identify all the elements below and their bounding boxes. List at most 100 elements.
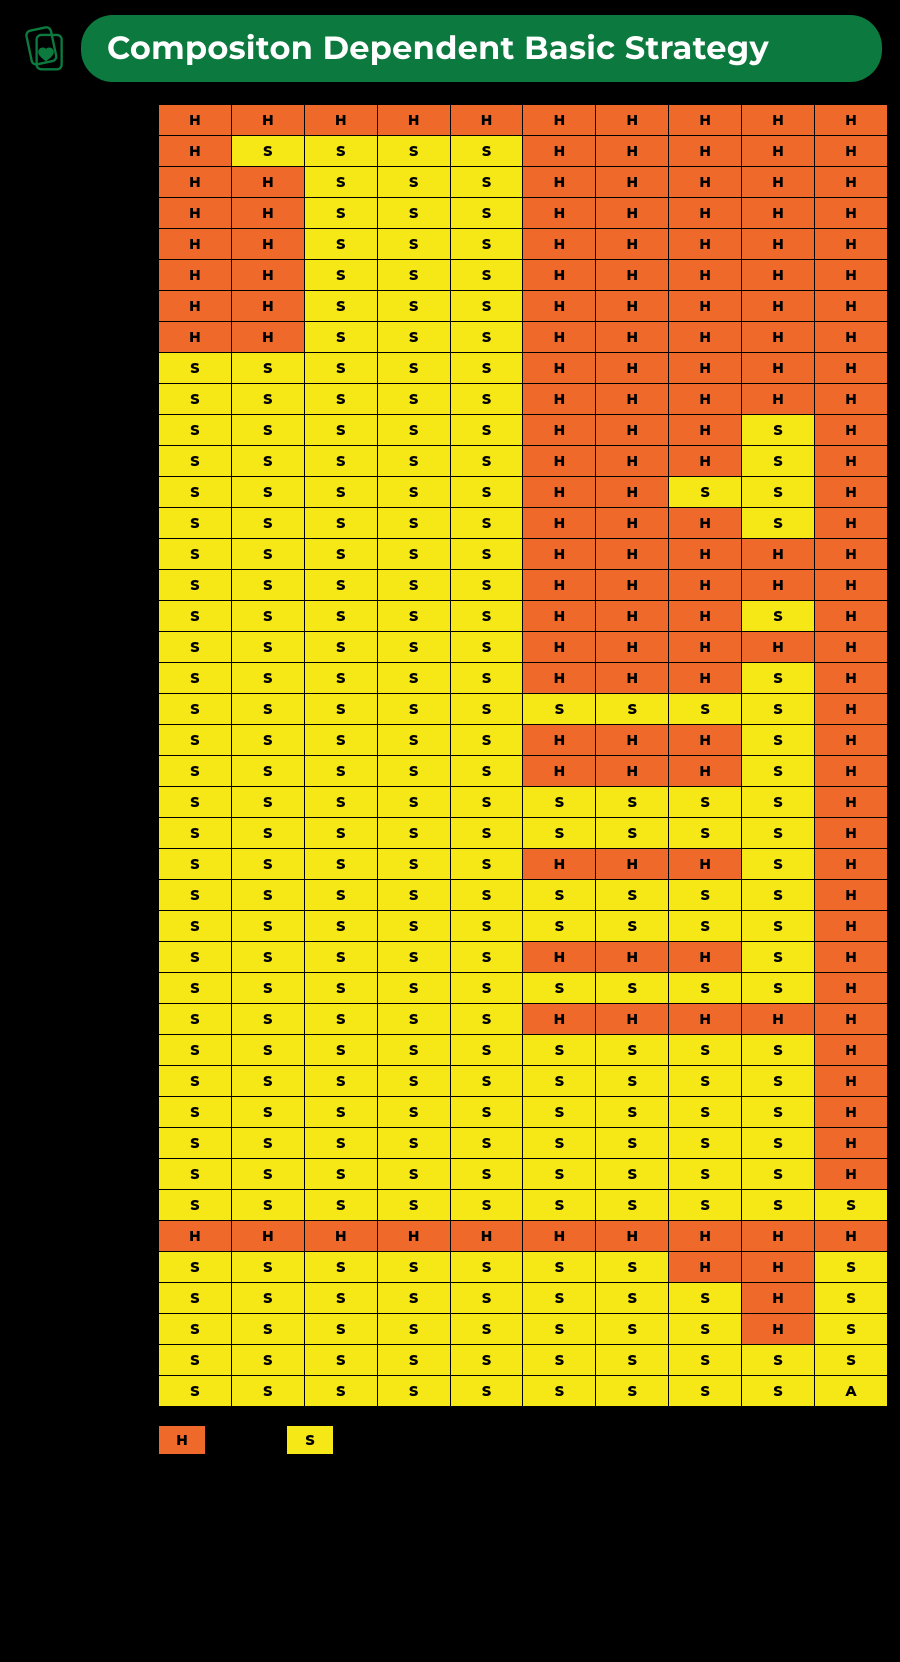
strategy-cell: S	[231, 849, 304, 880]
strategy-cell: S	[231, 601, 304, 632]
strategy-cell: H	[596, 849, 669, 880]
strategy-cell: S	[450, 1035, 523, 1066]
strategy-cell: H	[669, 384, 742, 415]
strategy-cell: S	[450, 1190, 523, 1221]
strategy-cell: S	[231, 1159, 304, 1190]
strategy-cell: S	[742, 1345, 815, 1376]
strategy-cell: S	[450, 1376, 523, 1407]
strategy-cell: H	[304, 105, 377, 136]
strategy-cell: S	[377, 1097, 450, 1128]
strategy-cell: S	[523, 973, 596, 1004]
strategy-cell: S	[450, 198, 523, 229]
strategy-cell: H	[815, 880, 888, 911]
strategy-cell: H	[815, 1128, 888, 1159]
strategy-cell: S	[159, 570, 232, 601]
strategy-cell: S	[669, 1283, 742, 1314]
strategy-cell: H	[596, 353, 669, 384]
strategy-cell: S	[377, 384, 450, 415]
table-row: SSSSSHHHHH	[159, 353, 888, 384]
strategy-cell: S	[742, 1376, 815, 1407]
strategy-cell: H	[669, 136, 742, 167]
strategy-cell: S	[231, 725, 304, 756]
strategy-cell: S	[377, 725, 450, 756]
strategy-cell: S	[231, 477, 304, 508]
table-row: SSSSSSSSSH	[159, 787, 888, 818]
strategy-cell: H	[523, 725, 596, 756]
table-row: HHSSSHHHHH	[159, 229, 888, 260]
strategy-cell: S	[669, 818, 742, 849]
strategy-cell: H	[742, 353, 815, 384]
strategy-cell: S	[523, 818, 596, 849]
strategy-cell: H	[669, 353, 742, 384]
table-row: SSSSSSSSSH	[159, 1035, 888, 1066]
strategy-cell: S	[742, 1128, 815, 1159]
strategy-cell: S	[377, 322, 450, 353]
table-row: SSSSSHHHSH	[159, 446, 888, 477]
strategy-cell: H	[815, 1035, 888, 1066]
strategy-cell: S	[377, 663, 450, 694]
strategy-cell: H	[815, 291, 888, 322]
strategy-cell: S	[815, 1345, 888, 1376]
strategy-cell: S	[377, 1035, 450, 1066]
strategy-cell: H	[815, 167, 888, 198]
strategy-cell: S	[450, 1066, 523, 1097]
strategy-chart-wrap: HHHHHHHHHHHSSSSHHHHHHHSSSHHHHHHHSSSHHHHH…	[18, 104, 882, 1407]
strategy-cell: S	[450, 601, 523, 632]
strategy-cell: S	[159, 1345, 232, 1376]
strategy-cell: S	[304, 1314, 377, 1345]
table-row: HHHHHHHHHH	[159, 1221, 888, 1252]
strategy-cell: S	[669, 694, 742, 725]
strategy-cell: S	[450, 787, 523, 818]
strategy-cell: S	[159, 942, 232, 973]
strategy-cell: H	[523, 353, 596, 384]
strategy-cell: H	[742, 322, 815, 353]
strategy-cell: A	[815, 1376, 888, 1407]
strategy-cell: S	[231, 1345, 304, 1376]
strategy-cell: S	[377, 1252, 450, 1283]
page-title: Compositon Dependent Basic Strategy	[81, 15, 882, 82]
strategy-cell: S	[523, 694, 596, 725]
table-row: SSSSSSSSSA	[159, 1376, 888, 1407]
strategy-cell: S	[304, 322, 377, 353]
strategy-cell: H	[523, 477, 596, 508]
strategy-cell: S	[304, 973, 377, 1004]
strategy-cell: S	[159, 663, 232, 694]
strategy-cell: H	[815, 198, 888, 229]
table-row: SSSSSSSSSS	[159, 1190, 888, 1221]
table-row: SSSSSHHSSH	[159, 477, 888, 508]
table-row: HHHHHHHHHH	[159, 105, 888, 136]
strategy-cell: S	[450, 1283, 523, 1314]
strategy-cell: S	[231, 1376, 304, 1407]
strategy-cell: S	[304, 849, 377, 880]
strategy-cell: H	[669, 105, 742, 136]
strategy-cell: S	[815, 1190, 888, 1221]
strategy-cell: S	[523, 1097, 596, 1128]
strategy-cell: H	[669, 849, 742, 880]
strategy-cell: S	[231, 1283, 304, 1314]
strategy-cell: H	[669, 508, 742, 539]
strategy-cell: S	[523, 1314, 596, 1345]
strategy-cell: S	[450, 818, 523, 849]
strategy-cell: S	[669, 1128, 742, 1159]
strategy-cell: S	[304, 601, 377, 632]
strategy-cell: S	[450, 229, 523, 260]
strategy-cell: S	[669, 787, 742, 818]
strategy-cell: S	[159, 446, 232, 477]
strategy-cell: H	[815, 539, 888, 570]
table-row: SSSSSSSSSH	[159, 911, 888, 942]
strategy-cell: S	[377, 818, 450, 849]
strategy-cell: H	[450, 1221, 523, 1252]
strategy-cell: S	[742, 725, 815, 756]
strategy-cell: S	[596, 1035, 669, 1066]
strategy-cell: S	[304, 260, 377, 291]
strategy-cell: S	[304, 787, 377, 818]
strategy-cell: S	[231, 1004, 304, 1035]
strategy-cell: S	[523, 1128, 596, 1159]
strategy-cell: H	[669, 570, 742, 601]
strategy-cell: H	[596, 1221, 669, 1252]
strategy-cell: H	[669, 260, 742, 291]
strategy-cell: S	[304, 1128, 377, 1159]
strategy-cell: H	[669, 725, 742, 756]
table-row: HHSSSHHHHH	[159, 198, 888, 229]
strategy-cell: S	[450, 663, 523, 694]
